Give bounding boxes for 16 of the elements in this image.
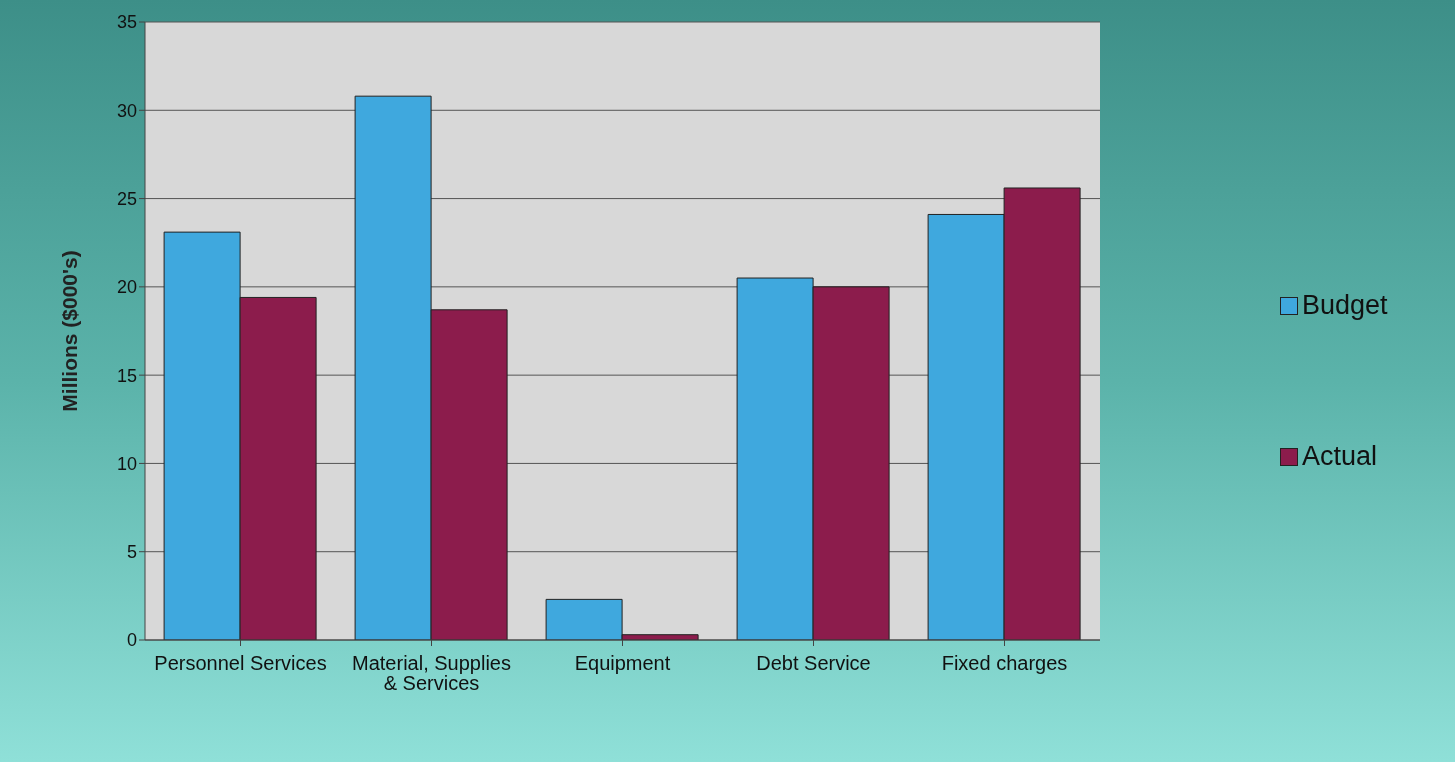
y-tick-label: 15 xyxy=(116,365,137,386)
x-tick-label: Personnel Services xyxy=(154,652,327,675)
legend-label: Budget xyxy=(1301,290,1389,321)
y-tick-label: 20 xyxy=(116,277,137,298)
y-tick-label: 25 xyxy=(116,188,137,209)
y-axis-title: Millions ($000's) xyxy=(58,250,82,412)
y-tick-label: 10 xyxy=(116,453,137,474)
x-tick-label: Debt Service xyxy=(756,652,871,675)
x-tick-label: Fixed charges xyxy=(941,652,1068,675)
x-tick-label: Material, Supplies & Services xyxy=(352,652,511,695)
y-tick-label: 0 xyxy=(126,630,137,651)
legend-label: Actual xyxy=(1301,441,1379,472)
y-tick-label: 30 xyxy=(116,100,137,121)
y-tick-label: 35 xyxy=(116,12,137,33)
y-tick-label: 5 xyxy=(126,542,137,563)
x-tick-label: Equipment xyxy=(574,652,671,675)
